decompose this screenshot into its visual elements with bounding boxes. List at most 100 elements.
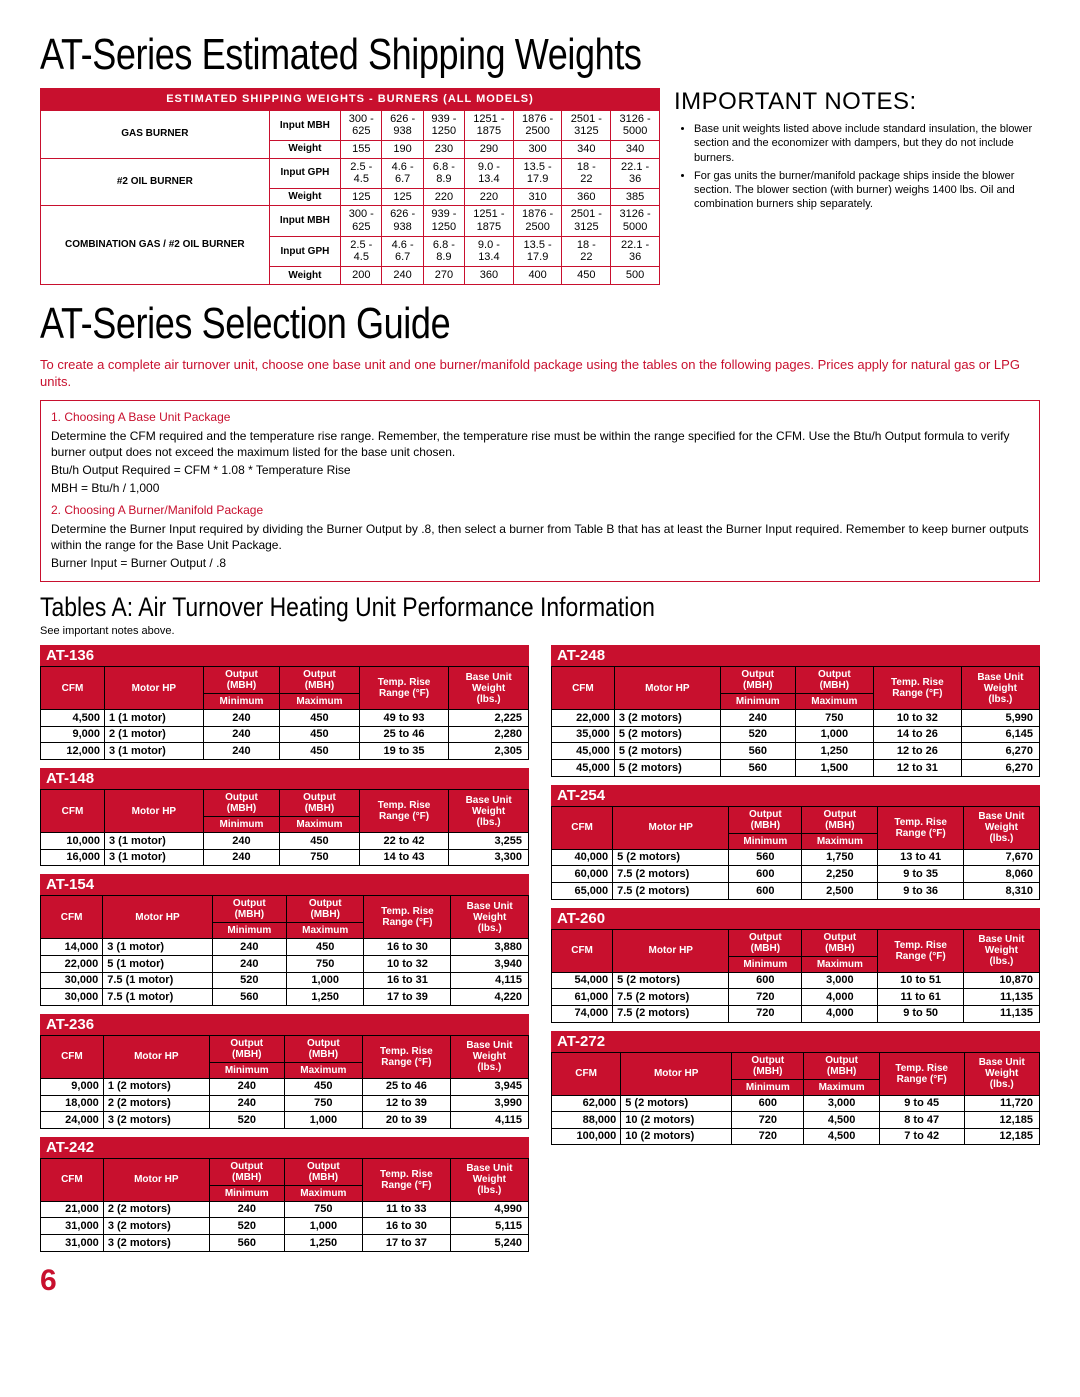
cell: 16 to 31 bbox=[364, 972, 451, 989]
cell: 240 bbox=[212, 939, 286, 956]
cell: 19 to 35 bbox=[359, 743, 448, 760]
cell: 2,225 bbox=[449, 710, 529, 727]
cell: 88,000 bbox=[552, 1112, 621, 1129]
cell: 200 bbox=[341, 267, 382, 285]
cell: 18,000 bbox=[41, 1095, 104, 1112]
cell: 2.5 -4.5 bbox=[341, 236, 382, 266]
cell: 11 to 33 bbox=[362, 1201, 450, 1218]
cell: 3,990 bbox=[450, 1095, 528, 1112]
cell: 1,000 bbox=[284, 1112, 362, 1129]
cell: 5 (2 motors) bbox=[613, 849, 729, 866]
note-item: For gas units the burner/manifold packag… bbox=[694, 169, 1040, 212]
cell: 2,500 bbox=[802, 883, 878, 900]
row-key: Input GPH bbox=[269, 158, 341, 188]
cell: 626 -938 bbox=[382, 110, 423, 140]
cell: 16 to 30 bbox=[362, 1218, 450, 1235]
perf-table-title: AT-242 bbox=[40, 1137, 529, 1158]
cell: 22 to 42 bbox=[359, 833, 448, 850]
tables-note: See important notes above. bbox=[40, 625, 1040, 637]
cell: 31,000 bbox=[41, 1218, 104, 1235]
cell: 7,670 bbox=[963, 849, 1039, 866]
cell: 17 to 37 bbox=[362, 1235, 450, 1252]
cell: 750 bbox=[284, 1095, 362, 1112]
cell: 4,500 bbox=[804, 1128, 879, 1145]
shipping-table-wrap: ESTIMATED SHIPPING WEIGHTS - BURNERS (AL… bbox=[40, 88, 660, 285]
cell: 939 -1250 bbox=[423, 206, 464, 236]
cell: 3 (1 motor) bbox=[105, 833, 204, 850]
cell: 240 bbox=[382, 267, 423, 285]
note-item: Base unit weights listed above include s… bbox=[694, 122, 1040, 165]
section-title: AT-Series Selection Guide bbox=[40, 299, 860, 349]
cell: 3 (2 motors) bbox=[103, 1218, 209, 1235]
cell: 10 to 32 bbox=[873, 710, 961, 727]
cell: 22,000 bbox=[552, 710, 615, 727]
cell: 9 to 45 bbox=[879, 1095, 964, 1112]
cell: 450 bbox=[286, 939, 364, 956]
cell: 2 (2 motors) bbox=[103, 1095, 209, 1112]
cell: 9 to 36 bbox=[878, 883, 963, 900]
cell: 560 bbox=[720, 743, 795, 760]
cell: 3 (1 motor) bbox=[103, 939, 212, 956]
cell: 3,000 bbox=[802, 972, 878, 989]
cell: 3 (2 motors) bbox=[103, 1112, 209, 1129]
cell: 600 bbox=[732, 1095, 804, 1112]
cell: 14 to 43 bbox=[359, 849, 448, 866]
cell: 3,880 bbox=[451, 939, 529, 956]
step2-text: Determine the Burner Input required by d… bbox=[51, 521, 1029, 553]
cell: 270 bbox=[423, 267, 464, 285]
row-key: Input MBH bbox=[269, 110, 341, 140]
group-label: COMBINATION GAS / #2 OIL BURNER bbox=[41, 206, 270, 284]
cell: 560 bbox=[212, 989, 286, 1006]
cell: 5,990 bbox=[961, 710, 1039, 727]
cell: 10,870 bbox=[963, 972, 1039, 989]
cell: 5,240 bbox=[450, 1235, 528, 1252]
cell: 18 -22 bbox=[562, 158, 611, 188]
cell: 9.0 -13.4 bbox=[465, 158, 514, 188]
cell: 3 (2 motors) bbox=[103, 1235, 209, 1252]
group-label: GAS BURNER bbox=[41, 110, 270, 158]
perf-table-title: AT-272 bbox=[551, 1031, 1040, 1052]
cell: 54,000 bbox=[552, 972, 613, 989]
cell: 750 bbox=[286, 956, 364, 973]
cell: 720 bbox=[729, 989, 802, 1006]
cell: 3126 -5000 bbox=[611, 206, 660, 236]
row-key: Input GPH bbox=[269, 236, 341, 266]
perf-table-title: AT-248 bbox=[551, 645, 1040, 666]
cell: 300 -625 bbox=[341, 206, 382, 236]
perf-table: CFMMotor HPOutput(MBH)Output(MBH)Temp. R… bbox=[551, 806, 1040, 900]
cell: 10 to 32 bbox=[364, 956, 451, 973]
cell: 25 to 46 bbox=[359, 726, 448, 743]
top-row: ESTIMATED SHIPPING WEIGHTS - BURNERS (AL… bbox=[40, 88, 1040, 285]
cell: 450 bbox=[280, 726, 360, 743]
cell: 520 bbox=[212, 972, 286, 989]
cell: 450 bbox=[562, 267, 611, 285]
cell: 2 (2 motors) bbox=[103, 1201, 209, 1218]
cell: 22.1 -36 bbox=[611, 236, 660, 266]
cell: 5 (1 motor) bbox=[103, 956, 212, 973]
cell: 750 bbox=[284, 1201, 362, 1218]
cell: 16 to 30 bbox=[364, 939, 451, 956]
perf-table-title: AT-136 bbox=[40, 645, 529, 666]
cell: 2,280 bbox=[449, 726, 529, 743]
cell: 35,000 bbox=[552, 726, 615, 743]
cell: 240 bbox=[203, 849, 279, 866]
perf-table: CFMMotor HPOutput(MBH)Output(MBH)Temp. R… bbox=[551, 929, 1040, 1023]
step1-formula1: Btu/h Output Required = CFM * 1.08 * Tem… bbox=[51, 462, 1029, 478]
cell: 5 (2 motors) bbox=[613, 972, 729, 989]
cell: 1 (2 motors) bbox=[103, 1078, 209, 1095]
cell: 65,000 bbox=[552, 883, 613, 900]
cell: 62,000 bbox=[552, 1095, 621, 1112]
right-column: AT-248 CFMMotor HPOutput(MBH)Output(MBH)T… bbox=[551, 645, 1040, 1260]
step2-formula: Burner Input = Burner Output / .8 bbox=[51, 555, 1029, 571]
cell: 8,310 bbox=[963, 883, 1039, 900]
cell: 100,000 bbox=[552, 1128, 621, 1145]
cell: 1,000 bbox=[795, 726, 873, 743]
cell: 24,000 bbox=[41, 1112, 104, 1129]
cell: 1,250 bbox=[795, 743, 873, 760]
notes-list: Base unit weights listed above include s… bbox=[674, 122, 1040, 212]
cell: 12 to 39 bbox=[362, 1095, 450, 1112]
row-key: Weight bbox=[269, 140, 341, 158]
cell: 9,000 bbox=[41, 726, 105, 743]
cell: 3 (1 motor) bbox=[105, 849, 204, 866]
cell: 1,000 bbox=[284, 1218, 362, 1235]
